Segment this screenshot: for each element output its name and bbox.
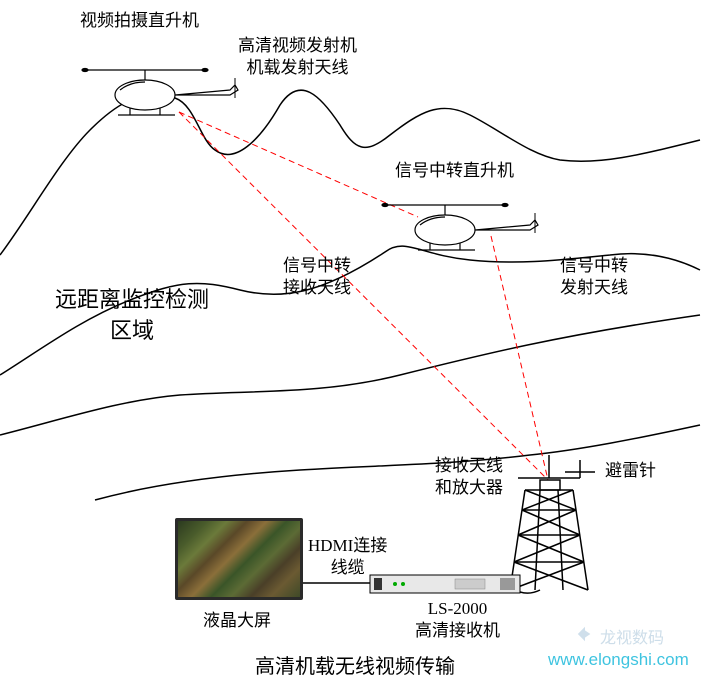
label-helicopter2: 信号中转直升机 xyxy=(395,160,514,182)
label-receiver: LS-2000 高清接收机 xyxy=(415,598,500,642)
watermark-logo xyxy=(576,625,594,643)
label-rx-antenna-amp: 接收天线 和放大器 xyxy=(435,455,503,499)
label-helicopter1: 视频拍摄直升机 xyxy=(80,10,199,32)
watermark-text: 龙视数码 xyxy=(600,624,664,648)
helicopter-capture xyxy=(82,69,238,116)
label-relay-rx: 信号中转 接收天线 xyxy=(283,255,351,299)
label-monitoring-area: 远距离监控检测 区域 xyxy=(55,285,209,347)
receiver-details xyxy=(370,575,520,593)
diagram-title: 高清机载无线视频传输 xyxy=(255,650,455,679)
tower-cable xyxy=(520,590,540,593)
label-lcd: 液晶大屏 xyxy=(203,610,271,632)
watermark-url: www.elongshi.com xyxy=(548,650,689,670)
label-relay-tx: 信号中转 发射天线 xyxy=(560,255,628,299)
label-lightning-rod: 避雷针 xyxy=(605,460,656,482)
label-hdmi: HDMI连接 线缆 xyxy=(308,535,387,579)
helicopter-relay xyxy=(382,204,538,251)
tower xyxy=(510,455,595,590)
lcd-monitor xyxy=(175,518,303,600)
label-transmitter: 高清视频发射机 机载发射天线 xyxy=(238,35,357,79)
